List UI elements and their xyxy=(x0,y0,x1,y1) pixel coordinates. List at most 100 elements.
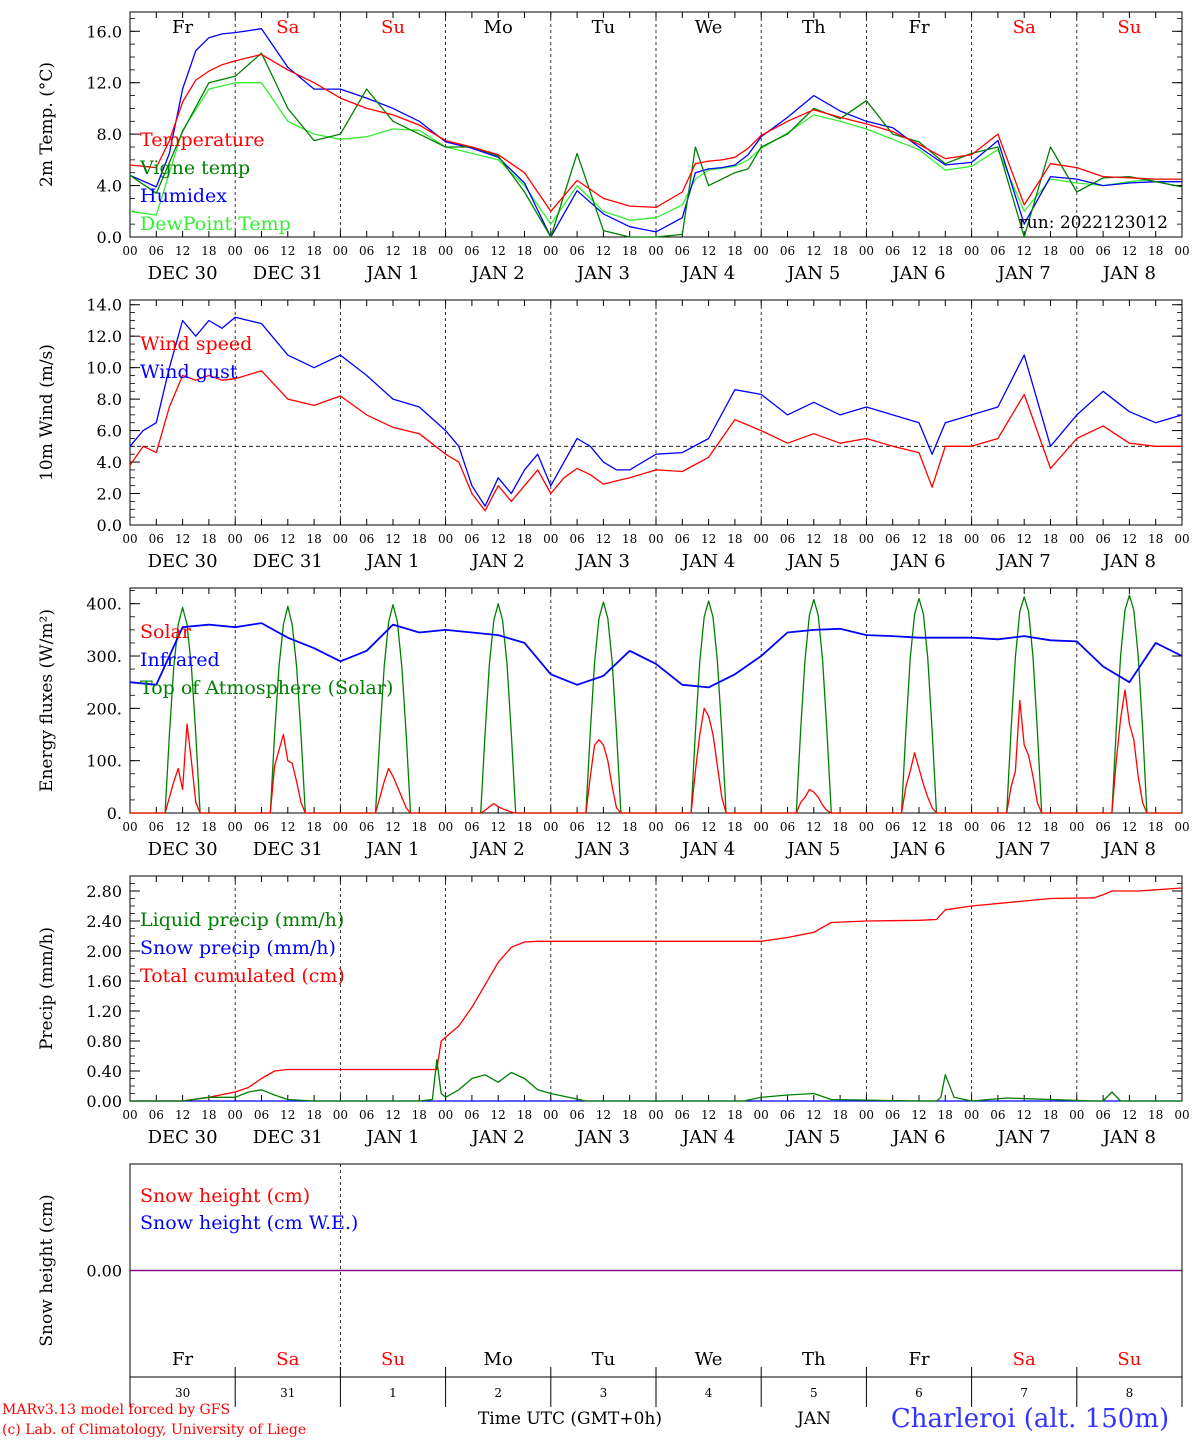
hour-tick-label: 12 xyxy=(1122,532,1137,546)
hour-tick-label: 06 xyxy=(464,244,479,258)
hour-tick-label: 18 xyxy=(306,532,321,546)
y-axis-label: Snow height (cm) xyxy=(37,1194,57,1346)
date-label: JAN 5 xyxy=(785,263,840,284)
date-label: JAN 5 xyxy=(785,839,840,860)
credit-line-1: MARv3.13 model forced by GFS xyxy=(2,1402,230,1418)
hour-tick-label: 00 xyxy=(648,244,663,258)
hour-tick-label: 00 xyxy=(333,1108,348,1122)
hour-tick-label: 12 xyxy=(491,532,506,546)
hour-tick-label: 18 xyxy=(517,820,532,834)
y-tick-label: 12.0 xyxy=(86,327,122,346)
hour-tick-label: 00 xyxy=(754,244,769,258)
hour-tick-label: 12 xyxy=(596,532,611,546)
x-axis-title: Time UTC (GMT+0h) xyxy=(478,1409,662,1429)
hour-tick-label: 00 xyxy=(1069,820,1084,834)
day-name-label: Fr xyxy=(172,17,193,38)
hour-tick-label: 18 xyxy=(1043,244,1058,258)
hour-tick-label: 00 xyxy=(754,1108,769,1122)
hour-tick-label: 12 xyxy=(175,244,190,258)
hour-tick-label: 00 xyxy=(228,244,243,258)
day-number-label: 2 xyxy=(494,1386,502,1400)
hour-tick-label: 00 xyxy=(228,1108,243,1122)
legend-entry: Liquid precip (mm/h) xyxy=(140,909,344,931)
legend-entry: Wind gust xyxy=(140,361,238,383)
hour-tick-label: 00 xyxy=(1174,532,1189,546)
date-label: DEC 30 xyxy=(148,839,218,860)
hour-tick-label: 06 xyxy=(885,244,900,258)
y-tick-label: 0.40 xyxy=(86,1062,122,1081)
y-tick-label: 1.60 xyxy=(86,972,122,991)
date-label: JAN 6 xyxy=(890,551,945,572)
hour-tick-label: 00 xyxy=(1069,532,1084,546)
hour-tick-label: 06 xyxy=(149,820,164,834)
date-label: JAN 2 xyxy=(470,839,525,860)
station-title: Charleroi (alt. 150m) xyxy=(891,1404,1169,1434)
hour-tick-label: 18 xyxy=(832,1108,847,1122)
hour-tick-label: 06 xyxy=(359,820,374,834)
hour-tick-label: 00 xyxy=(648,532,663,546)
hour-tick-label: 00 xyxy=(438,820,453,834)
hour-tick-label: 18 xyxy=(1043,532,1058,546)
hour-tick-label: 00 xyxy=(859,820,874,834)
day-number-label: 5 xyxy=(810,1386,818,1400)
hour-tick-label: 00 xyxy=(122,820,137,834)
hour-tick-label: 18 xyxy=(517,532,532,546)
hour-tick-label: 06 xyxy=(990,244,1005,258)
date-label: JAN 4 xyxy=(680,1127,735,1148)
hour-tick-label: 06 xyxy=(1095,532,1110,546)
hour-tick-label: 00 xyxy=(859,1108,874,1122)
day-name-label: Sa xyxy=(1013,1349,1036,1370)
hour-tick-label: 06 xyxy=(359,1108,374,1122)
hour-tick-label: 00 xyxy=(1174,820,1189,834)
hour-tick-label: 00 xyxy=(964,820,979,834)
hour-tick-label: 06 xyxy=(885,820,900,834)
y-tick-label: 0. xyxy=(107,804,122,823)
hour-tick-label: 18 xyxy=(201,1108,216,1122)
hour-tick-label: 12 xyxy=(175,1108,190,1122)
hour-tick-label: 12 xyxy=(911,1108,926,1122)
legend-entry: DewPoint Temp xyxy=(140,213,291,235)
day-name-label: Tu xyxy=(592,17,616,38)
date-label: DEC 31 xyxy=(253,1127,323,1148)
hour-tick-label: 18 xyxy=(938,1108,953,1122)
hour-tick-label: 00 xyxy=(1174,1108,1189,1122)
date-label: JAN 2 xyxy=(470,551,525,572)
day-name-label: We xyxy=(695,1349,723,1370)
hour-tick-label: 18 xyxy=(727,244,742,258)
hour-tick-label: 18 xyxy=(517,1108,532,1122)
date-label: JAN 3 xyxy=(575,839,630,860)
hour-tick-label: 00 xyxy=(543,820,558,834)
hour-tick-label: 12 xyxy=(280,244,295,258)
y-tick-label: 8.0 xyxy=(97,125,122,144)
hour-tick-label: 18 xyxy=(412,1108,427,1122)
date-label: JAN 6 xyxy=(890,1127,945,1148)
date-label: JAN 7 xyxy=(996,1127,1051,1148)
day-name-label: Su xyxy=(381,1349,405,1370)
day-name-label: Fr xyxy=(908,1349,929,1370)
hour-tick-label: 12 xyxy=(701,244,716,258)
hour-tick-label: 06 xyxy=(569,1108,584,1122)
date-label: DEC 30 xyxy=(148,551,218,572)
series-lines xyxy=(129,28,1183,1272)
hour-tick-label: 00 xyxy=(543,244,558,258)
hour-tick-label: 06 xyxy=(149,1108,164,1122)
legend-entry: Solar xyxy=(140,621,192,643)
series-line xyxy=(130,887,1183,1102)
hour-tick-label: 18 xyxy=(412,820,427,834)
labels: 0.04.08.012.016.02m Temp. (°C)00 06 12 18 00… xyxy=(37,17,1190,1400)
hour-tick-label: 12 xyxy=(911,820,926,834)
legend-entry: Snow height (cm) xyxy=(140,1185,310,1207)
date-label: JAN 8 xyxy=(1101,1127,1156,1148)
hour-tick-label: 18 xyxy=(412,532,427,546)
day-number-label: 6 xyxy=(915,1386,923,1400)
day-name-label: Sa xyxy=(276,1349,299,1370)
y-tick-label: 2.0 xyxy=(97,485,122,504)
month-label: JAN xyxy=(795,1409,831,1429)
hour-tick-label: 12 xyxy=(1122,244,1137,258)
series-line xyxy=(129,622,1183,689)
y-tick-label: 0.0 xyxy=(97,228,122,247)
hour-tick-label: 00 xyxy=(1174,244,1189,258)
y-tick-label: 4.0 xyxy=(97,177,122,196)
hour-tick-label: 12 xyxy=(175,820,190,834)
y-axis-label: Precip (mm/h) xyxy=(37,927,57,1050)
